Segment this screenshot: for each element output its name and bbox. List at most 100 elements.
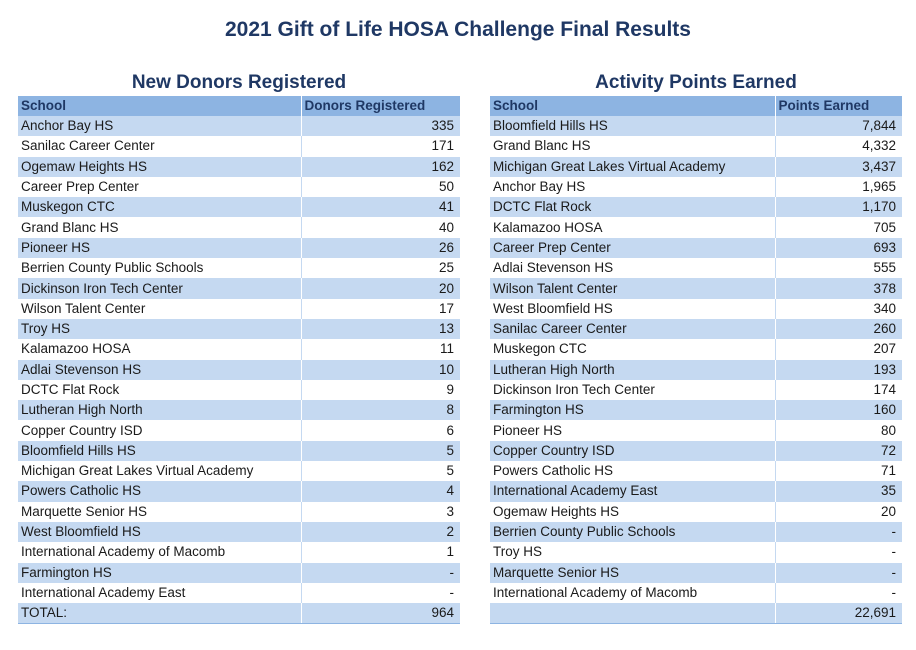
value-cell: 174 <box>775 379 902 401</box>
value-cell: 6 <box>301 420 460 441</box>
school-name-cell: Berrien County Public Schools <box>490 521 776 543</box>
school-name-cell: Adlai Stevenson HS <box>490 258 776 279</box>
table-row: DCTC Flat Rock 1,170 <box>490 197 902 218</box>
table-row: Troy HS 13 <box>18 318 460 340</box>
table-row: Farmington HS 160 <box>490 400 902 421</box>
value-cell: 964 <box>301 603 460 625</box>
points-table: School Points Earned Bloomfield Hills HS… <box>490 96 903 625</box>
school-name-cell: Wilson Talent Center <box>18 298 302 319</box>
table-row: Dickinson Iron Tech Center 20 <box>18 278 460 299</box>
school-name-cell: Marquette Senior HS <box>490 562 776 583</box>
value-cell: 5 <box>301 440 460 462</box>
points-table-body: Bloomfield Hills HS 7,844 Grand Blanc HS 4,… <box>490 116 902 625</box>
value-cell: 9 <box>301 379 460 401</box>
page-title: 2021 Gift of Life HOSA Challenge Final R… <box>225 18 691 41</box>
table-row: Ogemaw Heights HS 20 <box>490 501 902 522</box>
school-name-cell: Powers Catholic HS <box>490 461 776 482</box>
value-cell: 11 <box>301 339 460 360</box>
school-name-cell: Career Prep Center <box>490 237 776 259</box>
table-row: International Academy of Macomb - <box>490 582 902 604</box>
value-cell: 13 <box>301 318 460 340</box>
school-name-cell: Anchor Bay HS <box>18 116 302 137</box>
value-cell: 4 <box>301 481 460 502</box>
table-row: Dickinson Iron Tech Center 174 <box>490 379 902 401</box>
school-name-cell: Powers Catholic HS <box>18 481 302 502</box>
value-cell: 162 <box>301 156 460 177</box>
school-name-cell: International Academy East <box>18 582 302 604</box>
value-cell: 1,965 <box>775 176 902 198</box>
table-row: Bloomfield Hills HS 7,844 <box>490 116 902 137</box>
table-row: Michigan Great Lakes Virtual Academy 5 <box>18 461 460 482</box>
school-name-cell: International Academy East <box>490 481 776 502</box>
value-cell: 1 <box>301 542 460 563</box>
value-cell: 260 <box>775 318 902 340</box>
table-row: Anchor Bay HS 1,965 <box>490 176 902 198</box>
table-row: Kalamazoo HOSA 705 <box>490 217 902 238</box>
table-row: Sanilac Career Center 171 <box>18 136 460 157</box>
value-cell: 20 <box>775 501 902 522</box>
school-name-cell: Bloomfield Hills HS <box>18 440 302 462</box>
value-cell: 72 <box>775 440 902 462</box>
value-cell: 3,437 <box>775 156 902 177</box>
value-cell: 3 <box>301 501 460 522</box>
donors-table-header: School Donors Registered <box>18 96 461 116</box>
table-row: Farmington HS - <box>18 562 460 583</box>
school-name-cell: West Bloomfield HS <box>18 521 302 543</box>
table-row: Ogemaw Heights HS 162 <box>18 156 460 177</box>
value-cell: - <box>775 582 902 604</box>
table-row: Berrien County Public Schools - <box>490 521 902 543</box>
value-cell: 22,691 <box>775 603 902 625</box>
value-cell: 171 <box>301 136 460 157</box>
value-cell: 340 <box>775 298 902 319</box>
table-row: Marquette Senior HS 3 <box>18 501 460 522</box>
value-cell: 5 <box>301 461 460 482</box>
table-row: TOTAL: 964 <box>18 603 460 625</box>
table-row: Powers Catholic HS 71 <box>490 461 902 482</box>
table-row: Troy HS - <box>490 542 902 563</box>
school-name-cell: International Academy of Macomb <box>490 582 776 604</box>
value-cell: 35 <box>775 481 902 502</box>
points-table-header: School Points Earned <box>490 96 903 116</box>
table-row: Sanilac Career Center 260 <box>490 318 902 340</box>
school-name-cell: Berrien County Public Schools <box>18 258 302 279</box>
table-row: Career Prep Center 693 <box>490 237 902 259</box>
school-name-cell: Ogemaw Heights HS <box>18 156 302 177</box>
donors-count-header: Donors Registered <box>301 96 461 116</box>
donors-table: School Donors Registered Anchor Bay HS 33… <box>18 96 461 625</box>
table-row: Copper Country ISD 72 <box>490 440 902 462</box>
value-cell: - <box>775 521 902 543</box>
table-row: Adlai Stevenson HS 555 <box>490 258 902 279</box>
school-name-cell: DCTC Flat Rock <box>18 379 302 401</box>
points-school-header: School <box>490 96 776 116</box>
donors-section-title: New Donors Registered <box>131 72 347 93</box>
table-row: Kalamazoo HOSA 11 <box>18 339 460 360</box>
table-row: International Academy East 35 <box>490 481 902 502</box>
school-name-cell: Marquette Senior HS <box>18 501 302 522</box>
school-name-cell: DCTC Flat Rock <box>490 197 776 218</box>
value-cell: 4,332 <box>775 136 902 157</box>
table-row: Powers Catholic HS 4 <box>18 481 460 502</box>
donors-table-body: Anchor Bay HS 335 Sanilac Career Center 171… <box>18 116 460 625</box>
school-name-cell: Grand Blanc HS <box>18 217 302 238</box>
school-name-cell: Kalamazoo HOSA <box>18 339 302 360</box>
value-cell: - <box>301 562 460 583</box>
table-row: 22,691 <box>490 603 902 625</box>
value-cell: 8 <box>301 400 460 421</box>
school-name-cell: Anchor Bay HS <box>490 176 776 198</box>
points-earned-header: Points Earned <box>775 96 903 116</box>
value-cell: 693 <box>775 237 902 259</box>
value-cell: 17 <box>301 298 460 319</box>
table-row: Muskegon CTC 41 <box>18 197 460 218</box>
value-cell: 1,170 <box>775 197 902 218</box>
table-row: Grand Blanc HS 40 <box>18 217 460 238</box>
table-row: Lutheran High North 8 <box>18 400 460 421</box>
table-row: Berrien County Public Schools 25 <box>18 258 460 279</box>
value-cell: 40 <box>301 217 460 238</box>
school-name-cell: Wilson Talent Center <box>490 278 776 299</box>
value-cell: 555 <box>775 258 902 279</box>
table-row: West Bloomfield HS 340 <box>490 298 902 319</box>
points-section-title: Activity Points Earned <box>595 72 797 93</box>
school-name-cell: Bloomfield Hills HS <box>490 116 776 137</box>
school-name-cell: Ogemaw Heights HS <box>490 501 776 522</box>
school-name-cell: Muskegon CTC <box>490 339 776 360</box>
